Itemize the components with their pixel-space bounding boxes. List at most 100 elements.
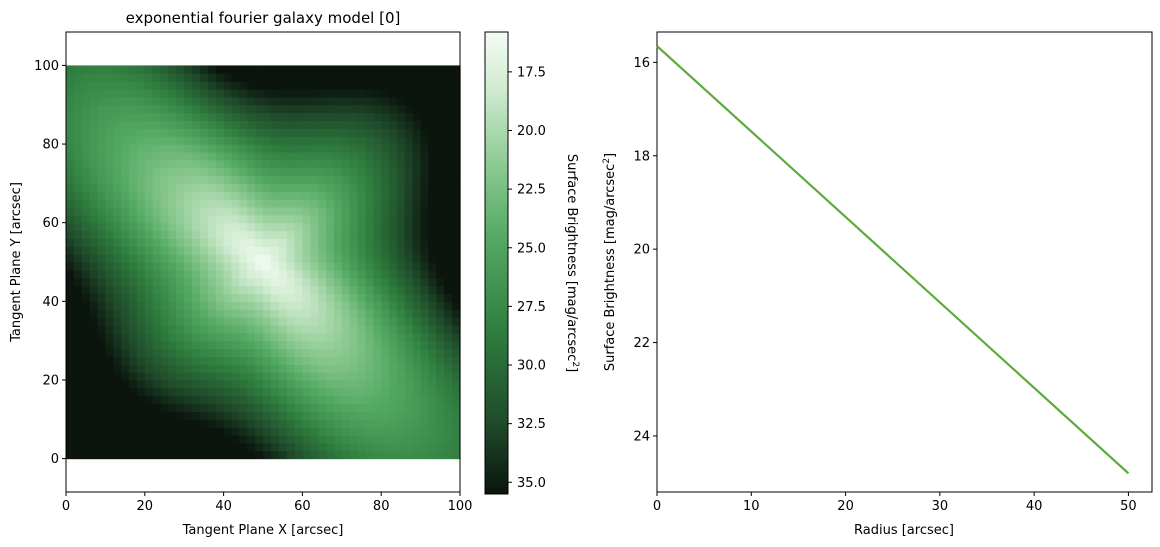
heatmap-cell bbox=[294, 73, 303, 82]
heatmap-cell bbox=[365, 254, 374, 263]
heatmap-cell bbox=[113, 144, 122, 153]
heatmap-cell bbox=[436, 317, 445, 326]
heatmap-cell bbox=[270, 403, 280, 412]
heatmap-cell bbox=[365, 324, 374, 334]
heatmap-cell bbox=[278, 285, 288, 295]
heatmap-cell bbox=[97, 262, 106, 271]
heatmap-cell bbox=[381, 317, 390, 326]
heatmap-cell bbox=[326, 262, 335, 271]
heatmap-cell bbox=[396, 136, 406, 145]
heatmap-cell bbox=[310, 301, 319, 310]
heatmap-cell bbox=[144, 120, 154, 129]
heatmap-cell bbox=[66, 395, 75, 405]
y-tick-label: 20 bbox=[633, 243, 650, 258]
heatmap-cell bbox=[215, 183, 225, 192]
heatmap-cell bbox=[136, 309, 146, 318]
heatmap-cell bbox=[420, 222, 430, 232]
heatmap-cell bbox=[263, 104, 272, 114]
heatmap-cell bbox=[294, 356, 303, 365]
heatmap-cell bbox=[105, 246, 114, 255]
heatmap-cell bbox=[129, 372, 138, 381]
heatmap-cell bbox=[452, 246, 461, 255]
heatmap-cell bbox=[89, 120, 99, 129]
heatmap-cell bbox=[192, 230, 201, 240]
heatmap-cell bbox=[341, 285, 351, 295]
heatmap-cell bbox=[420, 246, 430, 255]
heatmap-cell bbox=[436, 175, 445, 184]
heatmap-cell bbox=[192, 112, 201, 122]
heatmap-cell bbox=[199, 73, 209, 82]
heatmap-cell bbox=[247, 191, 256, 200]
heatmap-cell bbox=[365, 238, 374, 247]
heatmap-cell bbox=[365, 65, 374, 74]
heatmap-cell bbox=[286, 293, 296, 302]
heatmap-cell bbox=[310, 442, 319, 452]
heatmap-cell bbox=[223, 332, 233, 342]
heatmap-cell bbox=[215, 293, 225, 302]
x-tick-label: 50 bbox=[1120, 499, 1137, 514]
heatmap-cell bbox=[247, 96, 256, 106]
heatmap-cell bbox=[160, 120, 170, 129]
heatmap-cell bbox=[444, 159, 453, 169]
heatmap-cell bbox=[113, 332, 122, 342]
heatmap-cell bbox=[168, 285, 177, 295]
heatmap-cell bbox=[357, 419, 367, 428]
heatmap-cell bbox=[389, 387, 398, 397]
heatmap-cell bbox=[73, 403, 83, 412]
heatmap-cell bbox=[73, 81, 83, 90]
heatmap-cell bbox=[444, 206, 453, 216]
heatmap-cell bbox=[97, 136, 106, 145]
heatmap-cell bbox=[436, 427, 445, 436]
heatmap-cell bbox=[381, 419, 390, 428]
heatmap-cell bbox=[152, 206, 162, 216]
heatmap-cell bbox=[404, 348, 414, 357]
heatmap-cell bbox=[365, 395, 374, 405]
y-tick-label: 100 bbox=[34, 59, 59, 74]
heatmap-cell bbox=[239, 285, 248, 295]
heatmap-cell bbox=[89, 214, 99, 224]
heatmap-cell bbox=[381, 450, 390, 460]
heatmap-cell bbox=[255, 450, 264, 460]
colorbar-tick-label: 35.0 bbox=[517, 476, 546, 491]
heatmap-cell bbox=[239, 395, 248, 405]
heatmap-cell bbox=[404, 89, 414, 98]
heatmap-cell bbox=[310, 356, 319, 365]
heatmap-cell bbox=[231, 434, 240, 444]
heatmap-cell bbox=[105, 301, 114, 310]
heatmap-cell bbox=[207, 81, 217, 90]
heatmap-cell bbox=[231, 73, 240, 82]
heatmap-cell bbox=[349, 262, 359, 271]
heatmap-cell bbox=[404, 387, 414, 397]
heatmap-cell bbox=[247, 183, 256, 192]
heatmap-cell bbox=[318, 285, 327, 295]
heatmap-cell bbox=[129, 427, 138, 436]
heatmap-cell bbox=[310, 89, 319, 98]
heatmap-cell bbox=[333, 167, 343, 177]
heatmap-cell bbox=[341, 356, 351, 365]
heatmap-cell bbox=[160, 427, 170, 436]
heatmap-cell bbox=[231, 340, 240, 350]
heatmap-cell bbox=[270, 387, 280, 397]
heatmap-cell bbox=[333, 442, 343, 452]
heatmap-cell bbox=[444, 277, 453, 287]
heatmap-cell bbox=[81, 356, 91, 365]
heatmap-cell bbox=[365, 222, 374, 232]
heatmap-cell bbox=[255, 348, 264, 357]
heatmap-cell bbox=[255, 96, 264, 106]
heatmap-cell bbox=[318, 222, 327, 232]
heatmap-cell bbox=[349, 442, 359, 452]
heatmap-cell bbox=[436, 238, 445, 247]
heatmap-cell bbox=[176, 89, 185, 98]
heatmap-cell bbox=[97, 317, 106, 326]
heatmap-cell bbox=[223, 112, 233, 122]
heatmap-cell bbox=[263, 151, 272, 161]
heatmap-cell bbox=[231, 379, 240, 389]
heatmap-cell bbox=[357, 89, 367, 98]
heatmap-cell bbox=[113, 238, 122, 247]
heatmap-cell bbox=[318, 372, 327, 381]
heatmap-cell bbox=[81, 128, 91, 137]
heatmap-cell bbox=[97, 65, 106, 74]
heatmap-cell bbox=[168, 65, 177, 74]
heatmap-cell bbox=[247, 175, 256, 184]
heatmap-cell bbox=[373, 89, 382, 98]
